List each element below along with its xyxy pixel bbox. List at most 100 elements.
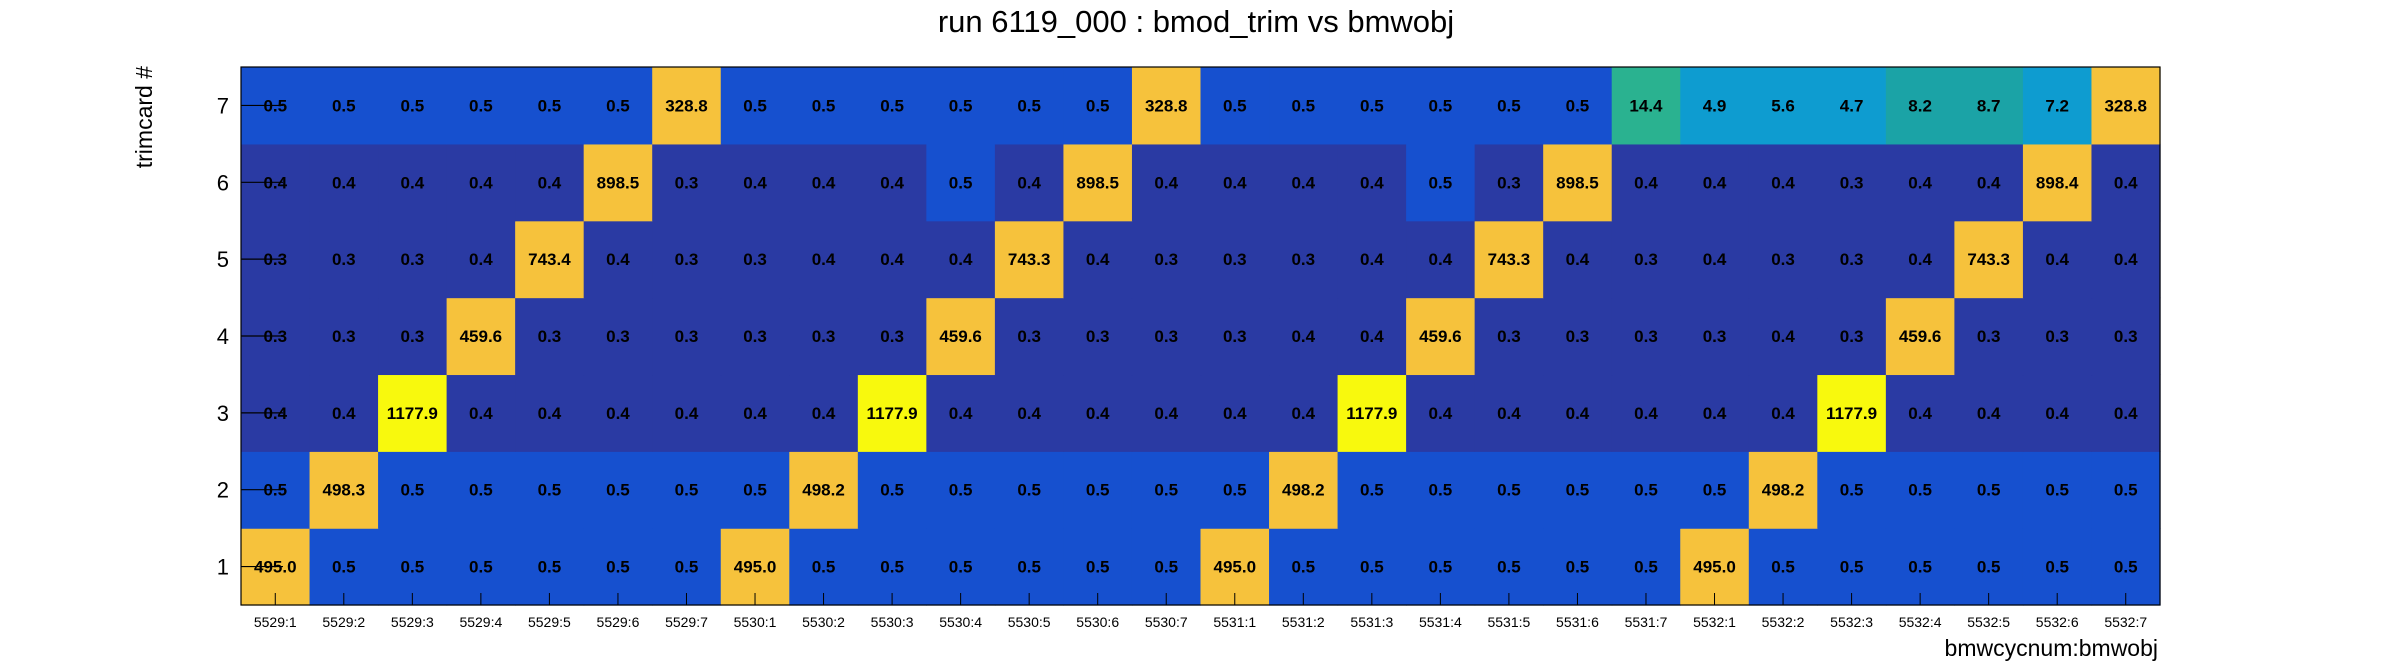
heatmap-cell	[652, 528, 722, 606]
cell-value-label: 459.6	[939, 327, 982, 346]
heatmap-cell	[515, 451, 585, 529]
heatmap-cell	[1611, 528, 1681, 606]
cell-value-label: 0.4	[1360, 173, 1384, 192]
cell-value-label: 0.5	[606, 558, 630, 577]
cell-value-label: 0.5	[1360, 558, 1384, 577]
cell-value-label: 0.5	[880, 558, 904, 577]
heatmap-cell	[1131, 374, 1202, 452]
heatmap-cell	[926, 451, 996, 529]
heatmap-cell	[1543, 451, 1613, 529]
cell-value-label: 0.5	[949, 96, 973, 115]
heatmap-cell	[1817, 143, 1887, 222]
cell-value-label: 0.4	[332, 173, 356, 192]
heatmap-cell	[1406, 67, 1476, 145]
cell-value-label: 0.5	[949, 481, 973, 500]
heatmap-cell	[1200, 67, 1270, 145]
x-tick-label: 5530:4	[939, 614, 982, 630]
heatmap-cell	[2022, 143, 2093, 222]
cell-value-label: 8.7	[1977, 96, 2001, 115]
heatmap-cell	[926, 528, 996, 606]
heatmap-cell	[446, 220, 516, 299]
cell-value-label: 0.4	[2114, 404, 2138, 423]
heatmap-cell	[994, 220, 1065, 299]
cell-value-label: 0.3	[1497, 327, 1521, 346]
heatmap-cell	[1611, 451, 1681, 529]
cell-value-label: 4.7	[1840, 96, 1864, 115]
cell-value-label: 0.4	[1566, 250, 1590, 269]
heatmap-cell	[1611, 374, 1681, 452]
heatmap-cell	[1680, 143, 1750, 222]
cell-value-label: 898.5	[1076, 173, 1119, 192]
heatmap-cell	[789, 220, 859, 299]
heatmap-cell	[1680, 451, 1750, 529]
heatmap-cell	[720, 297, 790, 376]
cell-value-label: 0.5	[880, 481, 904, 500]
cell-value-label: 0.5	[1840, 481, 1864, 500]
heatmap-cell	[2091, 451, 2161, 529]
heatmap-cell	[720, 143, 790, 222]
heatmap-cell	[1063, 143, 1133, 222]
heatmap-cell	[1269, 143, 1339, 222]
heatmap-cell	[446, 67, 516, 145]
heatmap-cell	[1063, 374, 1133, 452]
heatmap-cell	[857, 297, 927, 376]
heatmap-cell	[1817, 528, 1887, 606]
heatmap-cell	[1474, 67, 1544, 145]
cell-value-label: 0.4	[606, 250, 630, 269]
heatmap-cell	[1954, 143, 2024, 222]
cell-value-label: 0.4	[949, 250, 973, 269]
cell-value-label: 0.5	[1703, 481, 1727, 500]
cell-value-label: 0.4	[2045, 250, 2069, 269]
heatmap-cell	[789, 297, 859, 376]
heatmap-cell	[1817, 220, 1887, 299]
heatmap-cell	[378, 67, 448, 145]
heatmap-cell	[515, 67, 585, 145]
heatmap-cell	[994, 143, 1065, 222]
x-tick-label: 5532:4	[1899, 614, 1942, 630]
heatmap-cell	[926, 143, 996, 222]
heatmap-cell	[2091, 143, 2161, 222]
heatmap-cell	[446, 528, 516, 606]
cell-value-label: 328.8	[2104, 96, 2147, 115]
cell-value-label: 743.3	[1967, 250, 2010, 269]
x-tick-label: 5532:7	[2104, 614, 2147, 630]
cell-value-label: 495.0	[1213, 558, 1256, 577]
cell-value-label: 0.3	[1223, 327, 1247, 346]
cell-value-label: 0.4	[1634, 404, 1658, 423]
cell-value-label: 1177.9	[1826, 404, 1877, 423]
heatmap-cell	[1748, 451, 1818, 529]
y-tick-label: 6	[217, 170, 229, 195]
cell-value-label: 0.5	[1223, 96, 1247, 115]
cell-value-label: 1177.9	[387, 404, 438, 423]
x-axis-title: bmwcycnum:bmwobj	[1945, 635, 2158, 661]
cell-value-label: 0.4	[812, 250, 836, 269]
cell-value-label: 0.4	[469, 250, 493, 269]
heatmap-cell	[1611, 67, 1681, 145]
cell-value-label: 0.5	[1360, 481, 1384, 500]
cell-value-label: 328.8	[665, 96, 708, 115]
x-tick-label: 5530:7	[1145, 614, 1188, 630]
heatmap-cell	[1954, 374, 2024, 452]
heatmap-cell	[1474, 528, 1544, 606]
heatmap-cell	[1337, 220, 1407, 299]
cell-value-label: 0.4	[812, 173, 836, 192]
heatmap-cell	[1543, 528, 1613, 606]
cell-value-label: 0.5	[1360, 96, 1384, 115]
heatmap-cell	[1885, 220, 1955, 299]
cell-value-label: 743.4	[528, 250, 571, 269]
cell-value-label: 498.3	[323, 481, 366, 500]
heatmap-cell	[446, 143, 516, 222]
cell-value-label: 0.4	[401, 173, 425, 192]
heatmap-cell	[2022, 220, 2093, 299]
heatmap-cells	[241, 67, 2161, 606]
y-tick-label: 4	[217, 324, 229, 349]
cell-value-label: 0.5	[606, 96, 630, 115]
heatmap-cell	[1680, 220, 1750, 299]
heatmap-cell	[1817, 297, 1887, 376]
heatmap-cell	[1406, 220, 1476, 299]
cell-value-label: 0.3	[2045, 327, 2069, 346]
y-tick-label: 7	[217, 93, 229, 118]
cell-value-label: 0.5	[469, 558, 493, 577]
heatmap-cell	[789, 67, 859, 145]
cell-value-label: 0.4	[1429, 404, 1453, 423]
